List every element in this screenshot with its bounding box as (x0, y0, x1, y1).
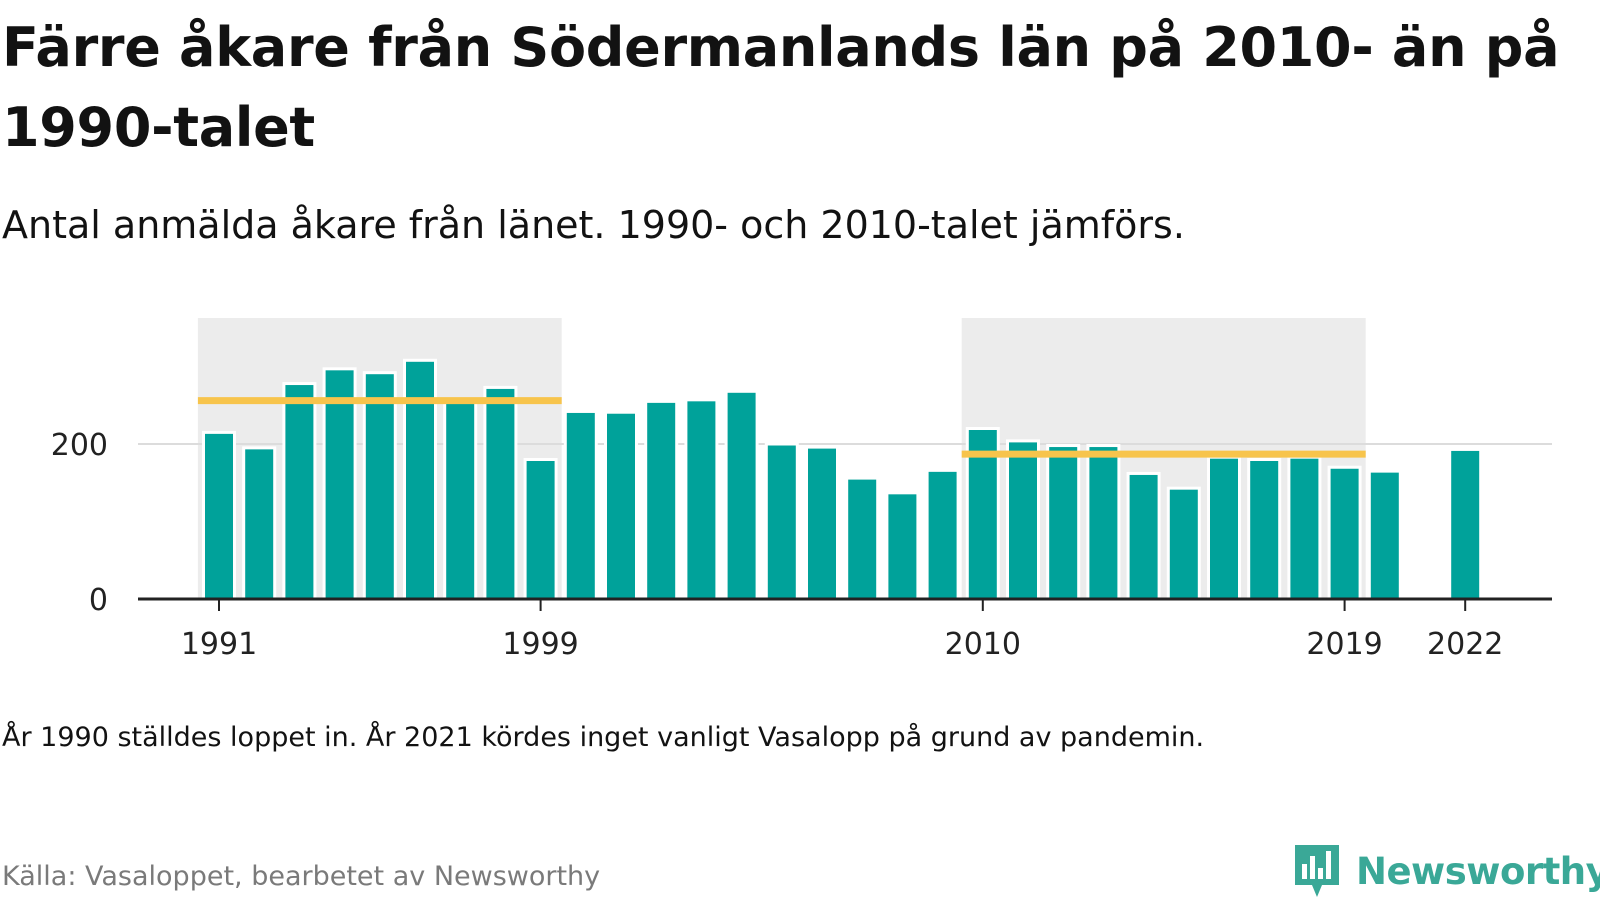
bar-2005[interactable] (764, 442, 799, 601)
bar-2007[interactable] (845, 476, 880, 601)
bar-2015[interactable] (1166, 486, 1201, 601)
bar-2009[interactable] (925, 468, 960, 601)
y-axis-tick-labels: 0 200 (51, 428, 108, 618)
bar-2002[interactable] (644, 399, 679, 601)
x-tick-label-2022: 2022 (1427, 627, 1503, 662)
bar-2003[interactable] (684, 398, 719, 601)
bar-1993[interactable] (282, 382, 317, 601)
bar-2020[interactable] (1367, 469, 1402, 601)
bar-2008[interactable] (885, 491, 920, 601)
bar-2013[interactable] (1086, 444, 1121, 601)
x-axis-tick-labels: 1991 1999 2010 2019 2022 (181, 599, 1503, 662)
bar-1998[interactable] (483, 385, 518, 601)
x-tick-label-1991: 1991 (181, 627, 257, 662)
newsworthy-logo-icon (1295, 845, 1339, 897)
chart-note: År 1990 ställdes loppet in. År 2021 körd… (2, 722, 1205, 753)
bar-1991[interactable] (202, 430, 236, 601)
bar-2006[interactable] (805, 445, 839, 601)
x-tick-label-1999: 1999 (502, 627, 578, 662)
y-tick-label-200: 200 (51, 428, 108, 463)
bar-2001[interactable] (604, 410, 638, 601)
y-tick-label-0: 0 (89, 583, 108, 618)
bar-1997[interactable] (443, 397, 478, 601)
chart-subtitle: Antal anmälda åkare från länet. 1990- oc… (2, 203, 1185, 247)
bar-2000[interactable] (563, 409, 598, 601)
bar-1999[interactable] (523, 458, 558, 601)
bar-2016[interactable] (1207, 455, 1241, 601)
bar-1992[interactable] (242, 446, 277, 601)
bar-2012[interactable] (1046, 444, 1081, 601)
bar-2004[interactable] (724, 389, 759, 601)
bar-1996[interactable] (403, 358, 437, 601)
bar-2019[interactable] (1327, 465, 1362, 601)
bar-2018[interactable] (1287, 455, 1322, 601)
chart-title: Färre åkare från Södermanlands län på 20… (2, 16, 1560, 159)
bar-2017[interactable] (1247, 458, 1282, 601)
source-credit: Källa: Vasaloppet, bearbetet av Newswort… (2, 861, 601, 892)
x-tick-label-2010: 2010 (945, 627, 1021, 662)
newsworthy-brand[interactable]: Newsworthy (1292, 842, 1600, 900)
average-lines (197, 397, 1366, 458)
bar-2014[interactable] (1126, 471, 1161, 601)
bar-1994[interactable] (322, 367, 357, 601)
x-tick-label-2019: 2019 (1306, 627, 1382, 662)
bar-2011[interactable] (1006, 439, 1040, 601)
bar-1995[interactable] (362, 371, 397, 601)
brand-name: Newsworthy (1356, 849, 1600, 893)
bar-2022[interactable] (1448, 447, 1483, 601)
